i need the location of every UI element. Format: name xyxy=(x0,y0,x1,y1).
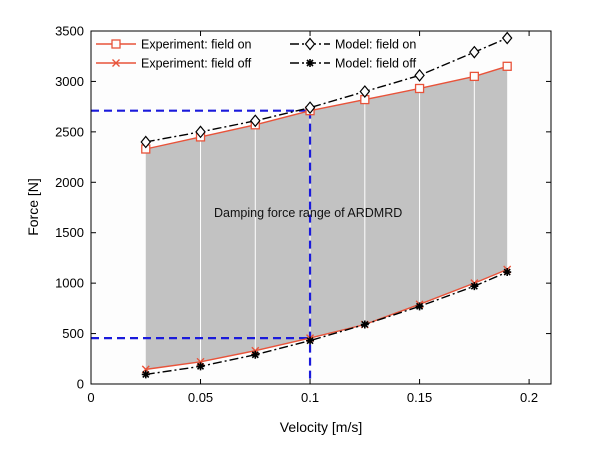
data-point xyxy=(414,83,425,94)
x-tick-label: 0.1 xyxy=(301,390,319,405)
legend-marker xyxy=(306,59,314,67)
x-axis-label: Velocity [m/s] xyxy=(280,419,362,435)
legend-label: Model: field off xyxy=(335,57,417,71)
shaded-region-group xyxy=(145,66,508,370)
legend-marker xyxy=(304,37,316,51)
data-point xyxy=(140,135,152,149)
legend-label: Experiment: field on xyxy=(141,38,252,52)
series-line xyxy=(145,268,508,371)
x-tick-label: 0.15 xyxy=(407,390,432,405)
data-point xyxy=(196,362,205,371)
y-tick-label: 0 xyxy=(77,377,84,392)
y-tick-label: 500 xyxy=(62,326,84,341)
data-point xyxy=(251,350,260,359)
series-line xyxy=(145,65,508,150)
data-point xyxy=(469,45,480,59)
y-tick-label: 1000 xyxy=(55,276,84,291)
shaded-region xyxy=(145,66,508,370)
y-tick-label: 3500 xyxy=(55,24,84,39)
legend-marker xyxy=(112,59,120,67)
data-point xyxy=(304,101,316,115)
annotation-text: Damping force range of ARDMRD xyxy=(214,206,402,220)
data-point xyxy=(195,125,206,139)
series-3 xyxy=(140,31,513,149)
data-point xyxy=(469,71,479,82)
data-point xyxy=(502,61,512,71)
series-group xyxy=(140,31,513,379)
y-tick-label: 1500 xyxy=(55,225,84,240)
series-4 xyxy=(141,268,512,379)
series-line xyxy=(145,37,508,143)
y-tick-label: 2500 xyxy=(55,124,84,139)
legend-marker xyxy=(111,39,121,49)
x-tick-label: 0.2 xyxy=(520,390,538,405)
axes-group: 0 0.05 0.1 0.15 0.2 0 500 1000 1500 2000 2500 3000 3… xyxy=(55,24,551,405)
data-point xyxy=(415,302,424,311)
data-point xyxy=(250,114,261,128)
y-tick-label: 3000 xyxy=(55,74,84,89)
data-point xyxy=(306,336,315,345)
legend: Experiment: field on Experiment: field of… xyxy=(96,38,417,71)
legend-label: Experiment: field off xyxy=(141,57,252,71)
series-line xyxy=(145,271,508,376)
y-tick-label: 2000 xyxy=(55,175,84,190)
x-tick-label: 0.05 xyxy=(188,390,213,405)
x-tick-label: 0 xyxy=(87,390,94,405)
data-point xyxy=(470,282,479,291)
data-point xyxy=(414,68,425,82)
legend-label: Model: field on xyxy=(335,38,416,52)
data-point xyxy=(501,31,513,45)
data-point xyxy=(360,320,369,329)
y-axis-label: Force [N] xyxy=(25,178,41,236)
data-point xyxy=(141,370,150,379)
data-point xyxy=(359,85,371,98)
data-point xyxy=(503,268,512,277)
plot-frame xyxy=(90,30,552,385)
